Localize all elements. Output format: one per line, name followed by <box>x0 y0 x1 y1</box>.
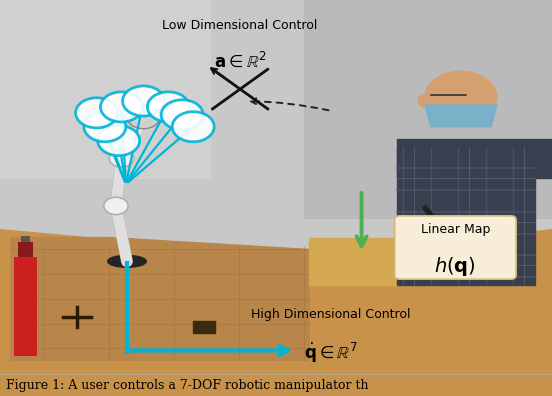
Circle shape <box>432 223 463 245</box>
Circle shape <box>425 71 497 123</box>
Text: Linear Map: Linear Map <box>421 223 490 236</box>
Polygon shape <box>11 238 309 360</box>
Bar <box>193 321 215 333</box>
Circle shape <box>104 197 128 215</box>
Circle shape <box>109 150 134 167</box>
Circle shape <box>84 112 126 142</box>
Polygon shape <box>0 230 552 396</box>
Circle shape <box>161 100 203 130</box>
Polygon shape <box>397 147 535 285</box>
Circle shape <box>123 86 164 116</box>
Circle shape <box>172 112 214 142</box>
Text: Low Dimensional Control: Low Dimensional Control <box>162 19 318 32</box>
Text: $\dot{\mathbf{q}} \in \mathbb{R}^7$: $\dot{\mathbf{q}} \in \mathbb{R}^7$ <box>304 341 358 365</box>
Circle shape <box>127 105 160 129</box>
Bar <box>0 0 210 178</box>
FancyBboxPatch shape <box>395 216 516 279</box>
Text: Figure 1: A user controls a 7-DOF robotic manipulator th: Figure 1: A user controls a 7-DOF roboti… <box>6 379 368 392</box>
Text: $h(\mathbf{q})$: $h(\mathbf{q})$ <box>434 255 476 278</box>
Bar <box>397 139 552 178</box>
Bar <box>0 0 552 285</box>
Circle shape <box>418 94 438 108</box>
Circle shape <box>100 92 142 122</box>
Text: High Dimensional Control: High Dimensional Control <box>252 308 411 321</box>
Polygon shape <box>397 230 453 277</box>
Circle shape <box>147 92 189 122</box>
Polygon shape <box>425 105 497 127</box>
Bar <box>18 242 33 257</box>
Text: $\mathbf{a} \in \mathbb{R}^2$: $\mathbf{a} \in \mathbb{R}^2$ <box>214 51 267 71</box>
Circle shape <box>131 110 156 128</box>
Ellipse shape <box>108 255 146 267</box>
Circle shape <box>98 126 140 156</box>
Bar <box>14 257 37 356</box>
Polygon shape <box>309 238 535 285</box>
Bar <box>21 236 30 242</box>
Circle shape <box>76 98 118 128</box>
Bar <box>304 0 552 218</box>
